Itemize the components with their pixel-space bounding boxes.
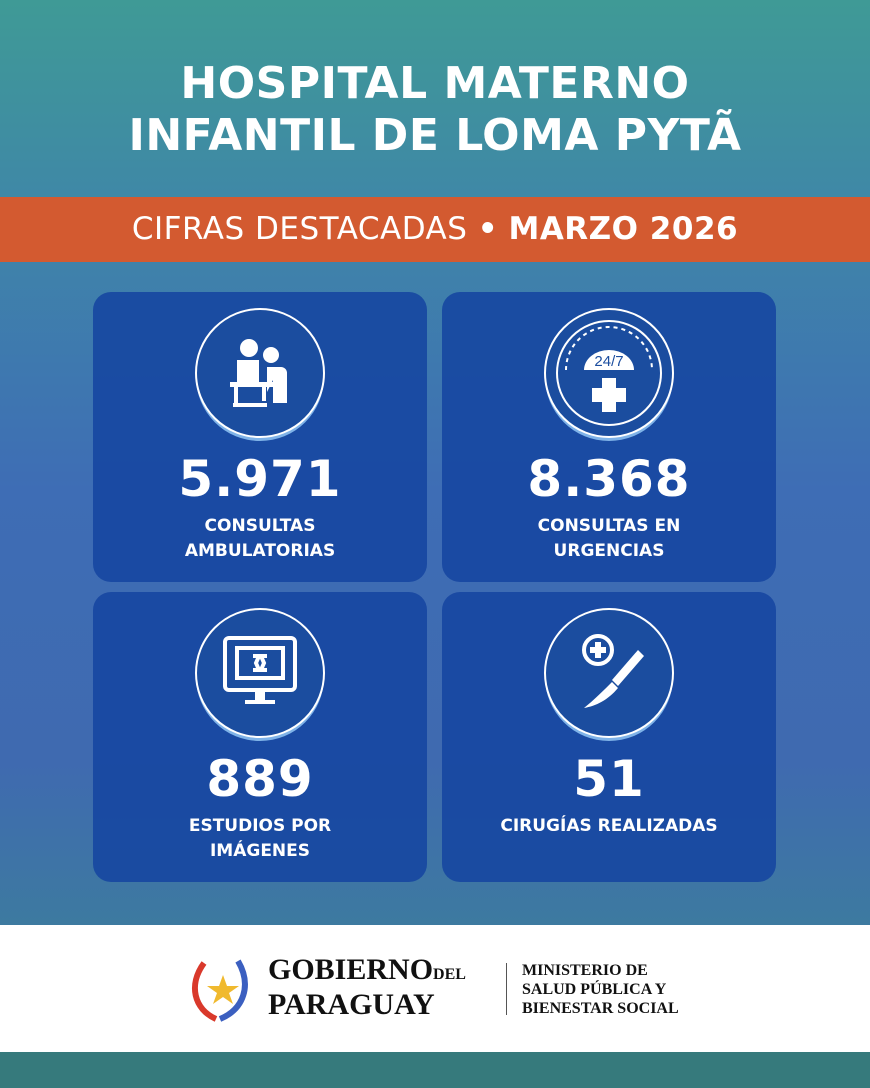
icon-24-7-text: 24/7 bbox=[594, 353, 623, 370]
scalpel-surgery-icon bbox=[544, 608, 674, 738]
stat-card-ambulatory: 5.971 CONSULTAS AMBULATORIAS bbox=[93, 292, 427, 582]
label-line: IMÁGENES bbox=[209, 841, 311, 861]
stat-label: CIRUGÍAS REALIZADAS bbox=[442, 814, 776, 839]
stat-card-surgery: 51 CIRUGÍAS REALIZADAS bbox=[442, 592, 776, 882]
stat-label: CONSULTAS EN URGENCIAS bbox=[442, 514, 776, 564]
gov-del: DEL bbox=[433, 966, 466, 983]
gov-line-1: GOBIERNO bbox=[268, 953, 434, 986]
government-logo-text: GOBIERNODEL PARAGUAY bbox=[268, 955, 466, 1020]
ministry-logo-text: MINISTERIO DE SALUD PÚBLICA Y BIENESTAR … bbox=[522, 961, 679, 1018]
footer: GOBIERNODEL PARAGUAY MINISTERIO DE SALUD… bbox=[0, 925, 870, 1052]
banner-separator: • bbox=[477, 211, 499, 247]
stat-card-emergency: 24/7 8.368 CONSULTAS EN URGENCIAS bbox=[442, 292, 776, 582]
ministry-line-2: SALUD PÚBLICA Y bbox=[522, 981, 667, 998]
stat-value: 5.971 bbox=[178, 450, 342, 508]
label-line: CONSULTAS bbox=[204, 516, 316, 536]
gov-line-2: PARAGUAY bbox=[268, 988, 435, 1021]
label-line: ESTUDIOS POR bbox=[188, 816, 332, 836]
title-line-1: HOSPITAL MATERNO bbox=[180, 58, 690, 109]
bottom-strip bbox=[0, 1052, 870, 1088]
banner-period: MARZO 2026 bbox=[508, 211, 739, 247]
page-title: HOSPITAL MATERNO INFANTIL DE LOMA PYTÃ bbox=[0, 58, 870, 162]
label-line: CONSULTAS EN bbox=[537, 516, 681, 536]
stat-label: ESTUDIOS POR IMÁGENES bbox=[93, 814, 427, 864]
label-line: URGENCIAS bbox=[553, 541, 665, 561]
label-line: CIRUGÍAS REALIZADAS bbox=[500, 816, 718, 836]
ministry-line-3: BIENESTAR SOCIAL bbox=[522, 1000, 679, 1017]
stat-value: 889 bbox=[206, 750, 314, 808]
stat-value: 51 bbox=[573, 750, 645, 808]
divider bbox=[506, 963, 507, 1015]
period-banner: CIFRAS DESTACADAS • MARZO 2026 bbox=[0, 197, 870, 262]
banner-label: CIFRAS DESTACADAS bbox=[131, 211, 468, 247]
imaging-monitor-icon bbox=[195, 608, 325, 738]
doctor-consultation-icon bbox=[195, 308, 325, 438]
ministry-line-1: MINISTERIO DE bbox=[522, 962, 648, 979]
stat-value: 8.368 bbox=[527, 450, 691, 508]
label-line: AMBULATORIAS bbox=[184, 541, 336, 561]
stat-label: CONSULTAS AMBULATORIAS bbox=[93, 514, 427, 564]
paraguay-emblem-icon bbox=[192, 959, 248, 1022]
emergency-24-7-icon: 24/7 bbox=[544, 308, 674, 438]
title-line-2: INFANTIL DE LOMA PYTÃ bbox=[128, 110, 742, 161]
stat-card-imaging: 889 ESTUDIOS POR IMÁGENES bbox=[93, 592, 427, 882]
